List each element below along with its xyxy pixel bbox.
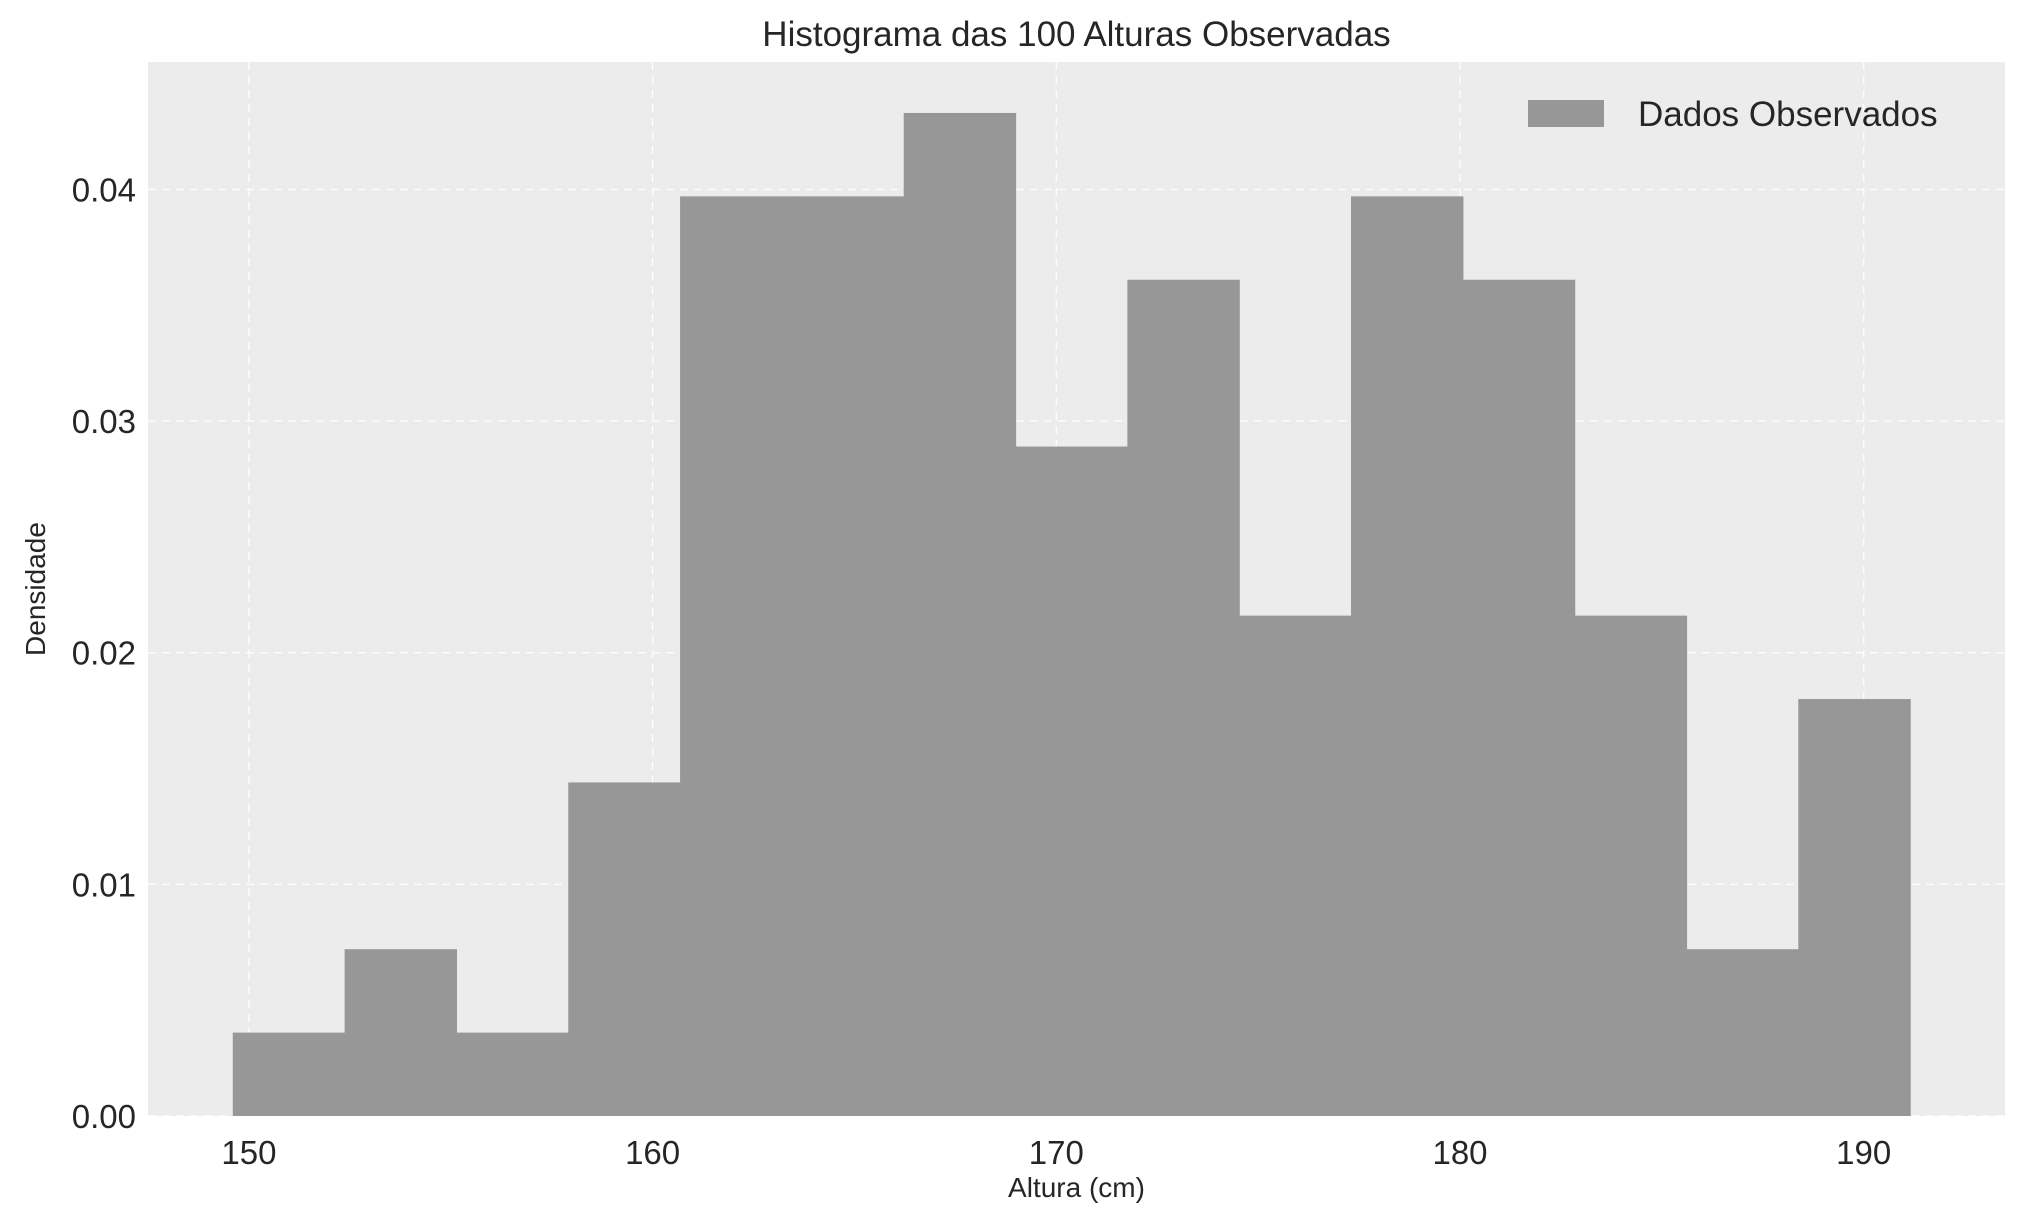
histogram-bar bbox=[1239, 615, 1352, 1116]
histogram-bar bbox=[344, 949, 458, 1116]
legend-swatch bbox=[1528, 100, 1604, 127]
y-tick-label: 0.01 bbox=[72, 866, 136, 903]
histogram-bar bbox=[791, 196, 905, 1116]
histogram-bar bbox=[1798, 699, 1911, 1116]
histogram-bar bbox=[1351, 196, 1464, 1116]
legend-label: Dados Observados bbox=[1638, 95, 1938, 134]
x-axis-ticks: 150 160 170 180 190 bbox=[221, 1134, 1891, 1171]
bars bbox=[232, 112, 1911, 1116]
x-tick-label: 170 bbox=[1029, 1134, 1084, 1171]
y-tick-label: 0.00 bbox=[72, 1098, 136, 1135]
y-axis-label: Densidade bbox=[20, 522, 51, 656]
histogram-bar bbox=[1462, 279, 1576, 1116]
histogram-bar bbox=[1127, 279, 1240, 1116]
histogram-bar bbox=[903, 112, 1017, 1116]
histogram-bar bbox=[1686, 949, 1799, 1116]
chart-title: Histograma das 100 Alturas Observadas bbox=[762, 15, 1390, 54]
histogram-bar bbox=[680, 196, 793, 1116]
histogram-bar bbox=[1015, 446, 1128, 1116]
x-axis-label: Altura (cm) bbox=[1008, 1172, 1145, 1203]
x-tick-label: 190 bbox=[1836, 1134, 1891, 1171]
y-tick-label: 0.03 bbox=[72, 403, 136, 440]
histogram-bar bbox=[1574, 615, 1688, 1116]
y-tick-label: 0.02 bbox=[72, 635, 136, 672]
x-tick-label: 150 bbox=[221, 1134, 276, 1171]
histogram-bar bbox=[568, 782, 681, 1116]
legend: Dados Observados bbox=[1528, 95, 1938, 134]
x-tick-label: 160 bbox=[625, 1134, 680, 1171]
y-axis-ticks: 0.00 0.01 0.02 0.03 0.04 bbox=[72, 171, 136, 1135]
x-tick-label: 180 bbox=[1432, 1134, 1487, 1171]
y-tick-label: 0.04 bbox=[72, 171, 136, 208]
histogram-bar bbox=[456, 1032, 569, 1116]
histogram-bar bbox=[232, 1032, 346, 1116]
